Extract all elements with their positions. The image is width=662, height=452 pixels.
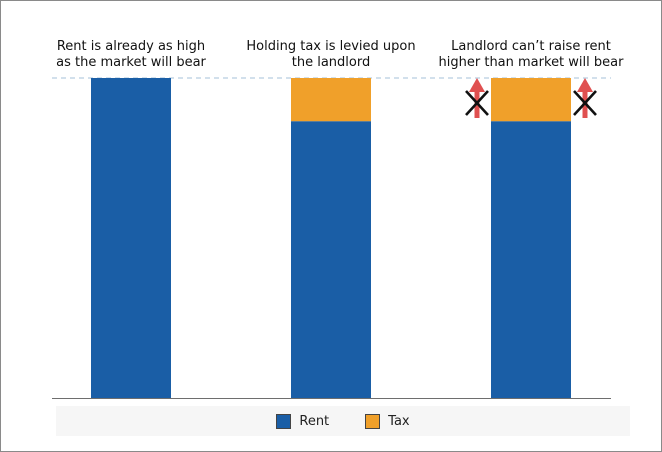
arrow-head	[577, 78, 593, 92]
annotation-line: as the market will bear	[56, 55, 206, 70]
bar-tax-2	[291, 78, 371, 122]
legend: Rent Tax	[56, 406, 630, 436]
cross-stroke	[465, 90, 489, 116]
cross-stroke	[573, 90, 597, 116]
crossed-up-arrow-icon	[573, 78, 597, 118]
annotation-cant-raise-rent: Landlord can’t raise rent higher than ma…	[421, 39, 641, 71]
annotation-line: the landlord	[291, 55, 371, 70]
bar-rent-1	[91, 78, 171, 398]
legend-item-tax: Tax	[365, 413, 410, 429]
legend-item-rent: Rent	[276, 413, 330, 429]
annotation-rent-at-market: Rent is already as high as the market wi…	[21, 39, 241, 71]
annotation-line: higher than market will bear	[438, 55, 624, 70]
legend-swatch-tax	[365, 413, 381, 429]
annotation-tax-on-landlord: Holding tax is levied upon the landlord	[221, 39, 441, 71]
bar-rent-2	[291, 121, 371, 398]
legend-swatch-rent	[276, 413, 292, 429]
annotation-line: Landlord can’t raise rent	[451, 39, 611, 54]
annotation-line: Holding tax is levied upon	[246, 39, 416, 54]
legend-band: Rent Tax	[56, 406, 630, 436]
arrow-head	[469, 78, 485, 92]
legend-label-tax: Tax	[388, 413, 410, 429]
bar-tax-3	[491, 78, 571, 122]
crossed-up-arrow-icon	[465, 78, 489, 118]
legend-label-rent: Rent	[299, 413, 330, 429]
annotation-line: Rent is already as high	[56, 39, 206, 54]
bar-rent-3	[491, 121, 571, 398]
